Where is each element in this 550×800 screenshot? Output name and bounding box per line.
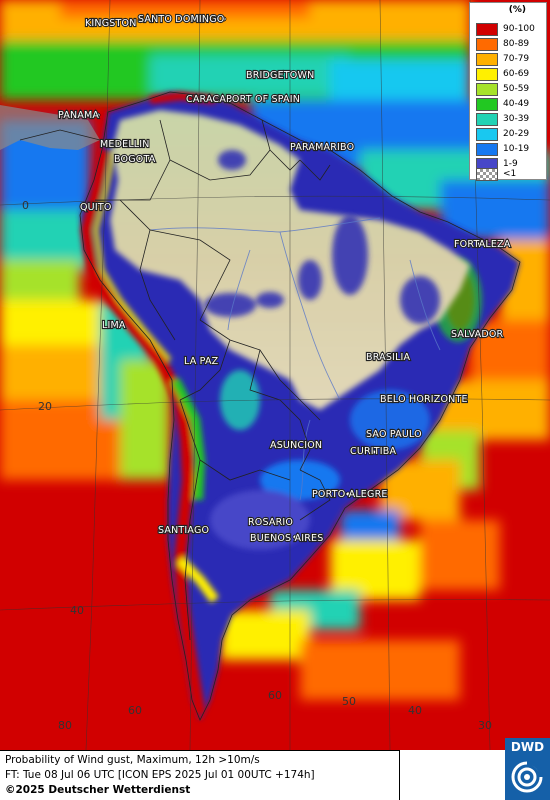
legend-label: <1: [503, 169, 517, 179]
dwd-logo-swirl-icon: [511, 761, 543, 793]
city-caracas: CARACAS: [186, 94, 232, 105]
legend-label: 60-69: [503, 69, 530, 79]
probability-field: [0, 0, 550, 700]
dwd-logo: DWD: [505, 738, 550, 800]
legend-label: 1-9: [503, 159, 518, 169]
legend-swatch: [476, 167, 498, 181]
dwd-logo-text: DWD: [510, 740, 545, 754]
legend-row: 10-19: [476, 142, 529, 156]
legend-label: 50-59: [503, 84, 530, 94]
city-belo-horizonte: BELO HORIZONTE: [380, 394, 468, 405]
city-quito: QUITO: [80, 202, 112, 213]
grid-label-lon-60: 60: [128, 704, 142, 717]
city-port-of-spain: PORT OF SPAIN: [226, 94, 300, 105]
city-panama: PANAMA: [58, 110, 99, 121]
caption-forecast-time: FT: Tue 08 Jul 06 UTC [ICON EPS 2025 Jul…: [5, 769, 315, 781]
legend-label: 80-89: [503, 39, 530, 49]
legend-row: 60-69: [476, 67, 529, 81]
city-salvador: SALVADOR: [451, 329, 504, 340]
legend-row: 50-59: [476, 82, 529, 96]
legend-unit: (%): [508, 5, 526, 15]
legend-row: 90-100: [476, 22, 535, 36]
grid-label-lon-60b: 60: [268, 689, 282, 702]
legend-row: <1: [476, 167, 516, 181]
city-bridgetown: BRIDGETOWN: [246, 70, 314, 81]
city-buenos-aires: BUENOS AIRES: [250, 533, 323, 544]
city-santiago: SANTIAGO: [158, 525, 209, 536]
legend-label: 10-19: [503, 144, 530, 154]
city-asuncion: ASUNCION: [270, 440, 322, 451]
city-santo-domingo: SANTO DOMINGO: [138, 14, 224, 25]
grid-label-lon-80: 80: [58, 719, 72, 732]
legend-swatch: [476, 142, 498, 156]
legend-label: 40-49: [503, 99, 530, 109]
grid-label-lat-20: 20: [38, 400, 52, 413]
city-fortaleza: FORTALEZA: [454, 239, 511, 250]
city-rosario: ROSARIO: [248, 517, 293, 528]
legend-row: 80-89: [476, 37, 529, 51]
legend-swatch: [476, 112, 498, 126]
interior-patches: [204, 150, 440, 324]
caption: Probability of Wind gust, Maximum, 12h >…: [0, 750, 400, 800]
grid-label-lat-0: 0: [22, 199, 29, 212]
city-kingston: KINGSTON: [85, 18, 137, 29]
grid-label-lon-50: 50: [342, 695, 356, 708]
legend-label: 20-29: [503, 129, 530, 139]
city-medellin: MEDELLIN: [100, 139, 150, 150]
legend-swatch: [476, 82, 498, 96]
city-lima: LIMA: [102, 320, 126, 331]
legend-swatch: [476, 22, 498, 36]
legend-swatch: [476, 127, 498, 141]
grid-labels: 0 20 40 60 80 60 50 40 30: [22, 199, 492, 732]
city-bogota: BOGOTA: [114, 154, 156, 165]
legend-swatch: [476, 37, 498, 51]
city-porto-alegre: PORTO ALEGRE: [312, 489, 388, 500]
legend-row: 70-79: [476, 52, 529, 66]
city-labels: KINGSTON SANTO DOMINGO BRIDGETOWN CARACA…: [57, 13, 512, 545]
city-markers: [93, 16, 481, 540]
grid-label-lon-40: 40: [408, 704, 422, 717]
caption-title: Probability of Wind gust, Maximum, 12h >…: [5, 754, 260, 766]
legend-label: 30-39: [503, 114, 530, 124]
city-paramaribo: PARAMARIBO: [290, 142, 354, 153]
legend: (%) 90-100 80-89 70-79 60-69 50-59 40-49…: [469, 2, 547, 181]
probability-map: 0 20 40 60 80 60 50 40 30 KINGSTON SANTO…: [0, 0, 550, 750]
legend-swatch: [476, 52, 498, 66]
city-curitiba: CURITIBA: [350, 446, 397, 457]
legend-label: 70-79: [503, 54, 530, 64]
grid-label-lon-30: 30: [478, 719, 492, 732]
legend-row: 30-39: [476, 112, 529, 126]
city-sao-paulo: SAO PAULO: [366, 429, 422, 440]
legend-swatch: [476, 97, 498, 111]
legend-label: 90-100: [503, 24, 535, 34]
grid-label-lat-40: 40: [70, 604, 84, 617]
legend-row: 40-49: [476, 97, 529, 111]
caption-copyright: ©2025 Deutscher Wetterdienst: [5, 784, 191, 796]
city-la-paz: LA PAZ: [184, 356, 219, 367]
city-brasilia: BRASILIA: [366, 352, 411, 363]
legend-row: 1-9: [476, 157, 518, 171]
legend-swatch: [476, 67, 498, 81]
legend-row: 20-29: [476, 127, 529, 141]
